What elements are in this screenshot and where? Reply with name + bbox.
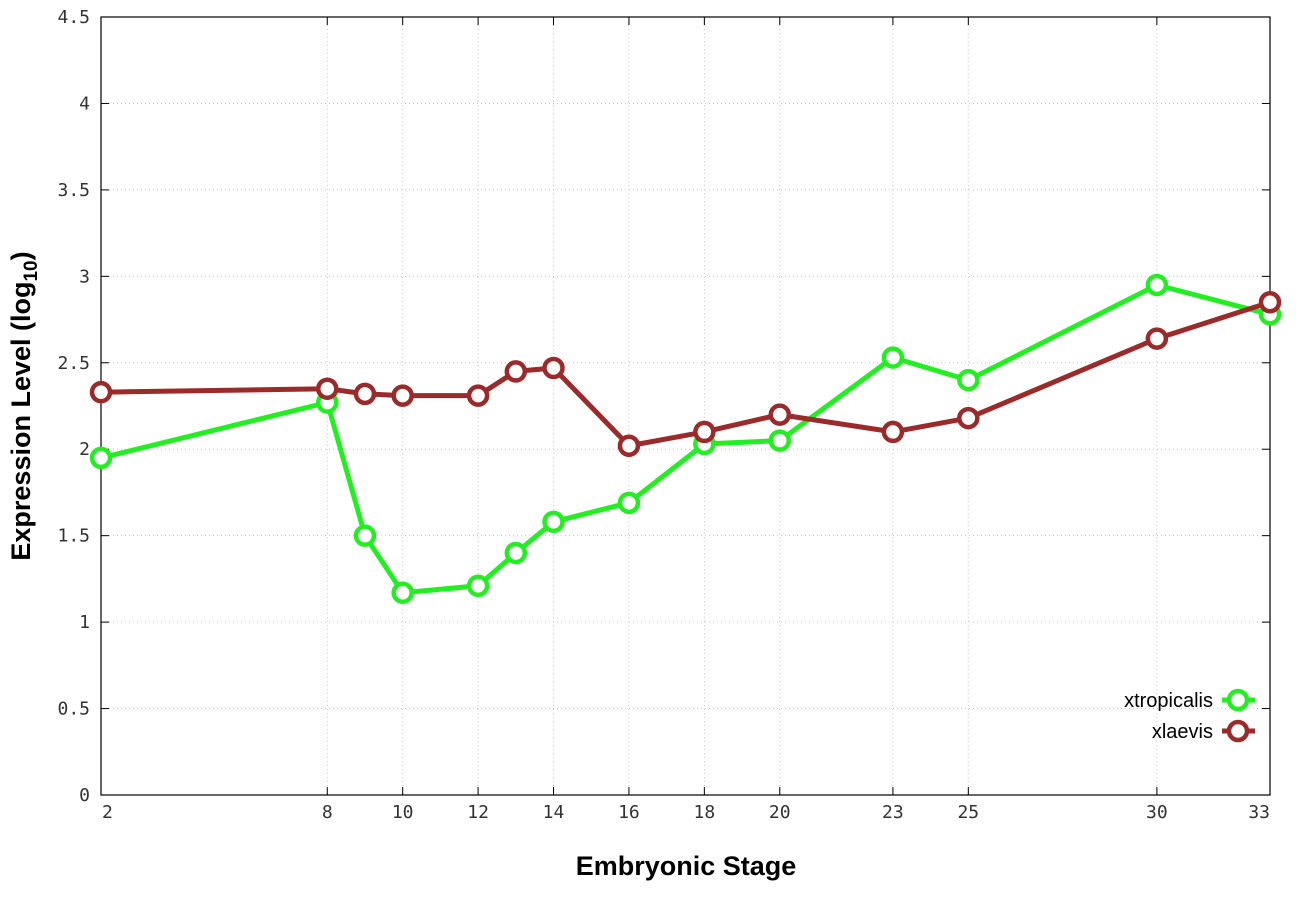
y-tick-label: 1	[79, 612, 90, 633]
data-point-xtropicalis	[545, 513, 563, 531]
series-line-xtropicalis	[101, 285, 1270, 593]
data-point-xlaevis	[545, 359, 563, 377]
y-tick-label: 0	[79, 785, 90, 806]
y-tick-label: 1.5	[57, 526, 90, 547]
data-point-xlaevis	[356, 385, 374, 403]
x-tick-label: 8	[322, 802, 333, 823]
data-point-xtropicalis	[356, 527, 374, 545]
legend-marker-xlaevis	[1229, 722, 1247, 740]
data-point-xlaevis	[507, 362, 525, 380]
y-tick-label: 4.5	[57, 7, 90, 28]
y-tick-label: 3.5	[57, 180, 90, 201]
x-axis-title: Embryonic Stage	[576, 851, 797, 881]
y-axis-title-subscript: 10	[21, 260, 42, 281]
x-tick-label: 14	[543, 802, 565, 823]
y-tick-label: 3	[79, 266, 90, 287]
legend-marker-xtropicalis	[1229, 691, 1247, 709]
x-tick-label: 10	[392, 802, 414, 823]
x-tick-label: 2	[102, 802, 113, 823]
grid	[101, 17, 1270, 795]
series-line-xlaevis	[101, 302, 1270, 446]
x-tick-label: 23	[882, 802, 904, 823]
x-tick-label: 20	[769, 802, 791, 823]
x-tick-label: 33	[1248, 802, 1270, 823]
data-point-xlaevis	[620, 437, 638, 455]
x-tick-label: 18	[694, 802, 716, 823]
data-point-xlaevis	[695, 423, 713, 441]
x-tick-label: 16	[618, 802, 640, 823]
data-point-xlaevis	[394, 387, 412, 405]
data-point-xtropicalis	[507, 544, 525, 562]
y-axis-title-main: Expression Level (log	[6, 282, 36, 561]
x-tick-label: 30	[1146, 802, 1168, 823]
y-axis-title-close: )	[6, 251, 36, 260]
data-point-xtropicalis	[1148, 276, 1166, 294]
y-tick-label: 2.5	[57, 353, 90, 374]
data-point-xtropicalis	[92, 449, 110, 467]
y-tick-label: 0.5	[57, 699, 90, 720]
data-point-xlaevis	[959, 409, 977, 427]
series-xtropicalis	[92, 276, 1279, 602]
data-point-xlaevis	[1148, 330, 1166, 348]
data-point-xtropicalis	[884, 349, 902, 367]
data-point-xtropicalis	[469, 577, 487, 595]
data-point-xlaevis	[771, 406, 789, 424]
x-tick-label: 25	[957, 802, 979, 823]
data-point-xtropicalis	[394, 584, 412, 602]
data-point-xlaevis	[884, 423, 902, 441]
data-point-xlaevis	[318, 380, 336, 398]
data-point-xtropicalis	[771, 432, 789, 450]
series-layer	[92, 276, 1279, 602]
y-tick-label: 2	[79, 439, 90, 460]
legend-label-xlaevis: xlaevis	[1152, 721, 1213, 743]
legend-label-xtropicalis: xtropicalis	[1124, 690, 1213, 712]
plot-frame	[101, 17, 1270, 795]
data-point-xlaevis	[92, 383, 110, 401]
data-point-xlaevis	[1261, 293, 1279, 311]
data-point-xtropicalis	[959, 371, 977, 389]
data-point-xlaevis	[469, 387, 487, 405]
y-axis-title: Expression Level (log10)	[6, 251, 42, 560]
y-tick-label: 4	[79, 93, 90, 114]
axis-ticks: 0 0.5 1 1.5 2 2.5 3 3.5 4 4.5 2 8 10 12 14 16 18 20 23 25 30…	[57, 7, 1270, 823]
x-tick-label: 12	[467, 802, 489, 823]
series-xlaevis	[92, 293, 1279, 454]
legend: xtropicalis xlaevis	[1124, 690, 1255, 743]
data-point-xtropicalis	[620, 494, 638, 512]
